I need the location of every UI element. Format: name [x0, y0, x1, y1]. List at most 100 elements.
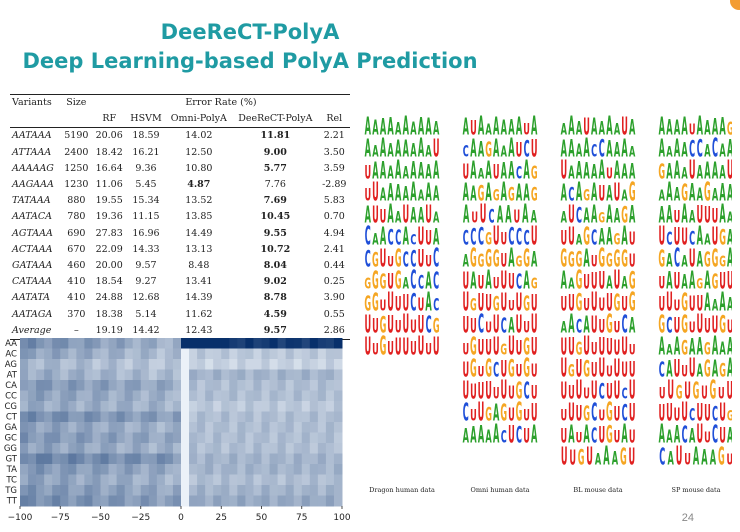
logo-letter: A: [621, 222, 627, 252]
heatmap-cell: [148, 401, 158, 412]
logo-letter: A: [380, 158, 386, 185]
heatmap-cell: [140, 432, 150, 444]
heatmap-cell: [229, 474, 238, 486]
logo-letter: A: [493, 135, 500, 163]
heatmap-cell: [205, 359, 214, 370]
heatmap-cell: [108, 338, 118, 349]
cell-variant: Average: [12, 324, 52, 336]
logo-letter: U: [500, 250, 507, 272]
logo-letter: C: [712, 402, 718, 426]
cell-deerect: 8.78: [263, 292, 287, 304]
heatmap-cell: [60, 432, 69, 444]
heatmap-cell: [269, 390, 279, 402]
logo-letter: A: [697, 163, 703, 184]
logo-letter: U: [598, 355, 605, 383]
logo-letter: A: [681, 113, 688, 141]
logo-letter: G: [583, 185, 590, 204]
logo-letter: U: [712, 204, 719, 227]
cell-hsvm: 18.59: [132, 130, 160, 142]
heatmap-cell: [229, 338, 238, 349]
heatmap-cell: [132, 390, 142, 402]
logo-letter: A: [387, 113, 393, 141]
logo-letter: U: [560, 424, 567, 448]
logo-letter: C: [524, 137, 530, 164]
heatmap-cell: [20, 464, 29, 475]
cell-variant: AATAGA: [12, 308, 53, 320]
logo-letter: C: [591, 143, 597, 162]
col-rf: RF: [102, 113, 117, 125]
heatmap-cell: [213, 380, 222, 391]
logo-letter: A: [463, 253, 470, 272]
heatmap-cell: [197, 338, 206, 349]
heatmap-cell: [20, 359, 29, 370]
heatmap-cell: [317, 338, 327, 349]
logo-letter: C: [689, 406, 695, 425]
heatmap-cell: [20, 422, 29, 433]
heatmap-cell: [229, 369, 238, 381]
heatmap-cell: [245, 401, 254, 412]
logo-letter: A: [508, 157, 514, 185]
heatmap-cell: [189, 453, 198, 465]
logo-letter: U: [372, 341, 379, 360]
logo-letter: A: [470, 268, 477, 295]
heatmap-cell: [84, 464, 93, 475]
logo-letter: G: [620, 445, 627, 472]
heatmap-cell: [269, 338, 279, 349]
heatmap-cell: [52, 380, 61, 391]
logo-letter: G: [676, 383, 683, 404]
heatmap-cell: [237, 474, 246, 486]
heatmap-cell: [20, 443, 29, 454]
logo-letter: U: [586, 443, 593, 471]
heatmap-cell: [148, 432, 158, 444]
logo-letter: G: [693, 378, 700, 405]
logo-letter: C: [666, 229, 672, 250]
heatmap-cell: [285, 485, 295, 496]
logo-letter: A: [403, 136, 410, 163]
logo-letter: A: [599, 225, 605, 250]
cell-rf: 16.64: [95, 162, 123, 174]
y-tick-label: CT: [6, 412, 18, 422]
heatmap-cell: [124, 464, 134, 475]
heatmap-cell: [293, 443, 303, 454]
heatmap-cell: [245, 453, 254, 465]
logo-letter: A: [674, 135, 681, 163]
logo-letter: C: [659, 358, 665, 382]
logo-letter: G: [621, 201, 628, 228]
heatmap-cell: [68, 411, 77, 423]
heatmap-cell: [100, 369, 110, 381]
heatmap-cell: [116, 401, 126, 412]
logo-letter: G: [681, 289, 688, 317]
heatmap-cell: [293, 453, 303, 465]
logo-letter: U: [568, 289, 575, 316]
logo-letter: A: [629, 313, 636, 338]
heatmap-cell: [28, 495, 37, 507]
heatmap-cell: [333, 359, 343, 370]
logo-letter: A: [621, 420, 627, 450]
heatmap-cell: [237, 422, 246, 433]
logo-letter: U: [658, 222, 665, 252]
logo-letter: U: [493, 333, 500, 361]
logo-letter: U: [387, 269, 394, 294]
heatmap-cell: [293, 495, 303, 507]
cell-deerect: 10.45: [260, 211, 291, 223]
logo-letter: U: [402, 335, 409, 362]
heatmap-cell: [60, 411, 69, 423]
logo-letter: U: [493, 385, 500, 404]
logo-letter: A: [712, 357, 719, 384]
logo-letter: G: [629, 178, 636, 208]
logo-letter: U: [598, 333, 605, 361]
heatmap-cell: [269, 348, 279, 360]
logo-letter: U: [516, 362, 523, 381]
heatmap-cell: [245, 443, 254, 454]
heatmap-cell: [84, 401, 93, 412]
logo-letter: U: [629, 341, 636, 358]
logo-letter: A: [712, 332, 718, 362]
heatmap-cell: [309, 495, 319, 507]
heatmap-cell: [229, 411, 238, 423]
heatmap-cell: [293, 485, 303, 496]
logo-letter: U: [614, 377, 621, 405]
heatmap-cell: [156, 443, 166, 454]
logo-letter: A: [606, 181, 613, 206]
heatmap-cell: [261, 338, 271, 349]
heatmap-cell: [148, 369, 158, 381]
